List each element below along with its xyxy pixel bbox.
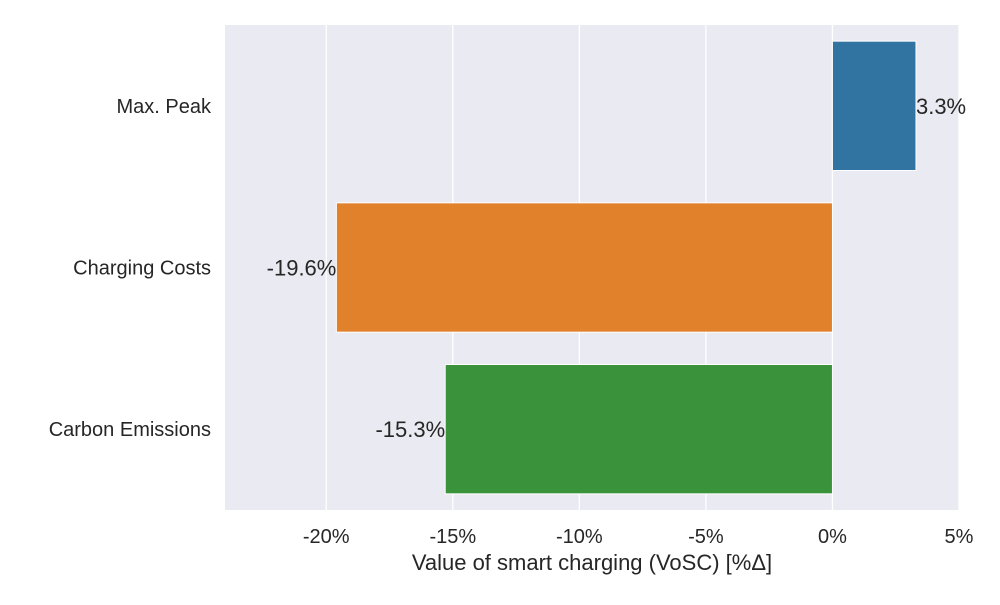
category-label: Carbon Emissions bbox=[49, 419, 211, 441]
x-axis-title: Value of smart charging (VoSC) [%Δ] bbox=[412, 550, 772, 575]
x-tick-label: -10% bbox=[556, 526, 603, 548]
bar-charging-costs bbox=[335, 202, 833, 333]
x-tick-label: -20% bbox=[303, 526, 350, 548]
data-label: 3.3% bbox=[916, 94, 966, 119]
data-labels: 3.3% -19.6% -15.3% bbox=[267, 94, 966, 442]
data-label: -15.3% bbox=[375, 417, 445, 442]
category-label: Charging Costs bbox=[73, 258, 211, 280]
bar-max-peak bbox=[831, 40, 917, 171]
x-tick-label: 0% bbox=[818, 526, 847, 548]
bar-carbon-emissions bbox=[444, 364, 833, 495]
x-tick-labels: -20% -15% -10% -5% 0% 5% bbox=[303, 526, 974, 548]
category-label: Max. Peak bbox=[117, 96, 212, 118]
category-labels: Max. Peak Charging Costs Carbon Emissions bbox=[49, 96, 212, 441]
x-tick-label: 5% bbox=[945, 526, 974, 548]
x-tick-label: -5% bbox=[688, 526, 724, 548]
bars bbox=[335, 40, 917, 495]
x-tick-label: -15% bbox=[429, 526, 476, 548]
data-label: -19.6% bbox=[267, 256, 337, 281]
